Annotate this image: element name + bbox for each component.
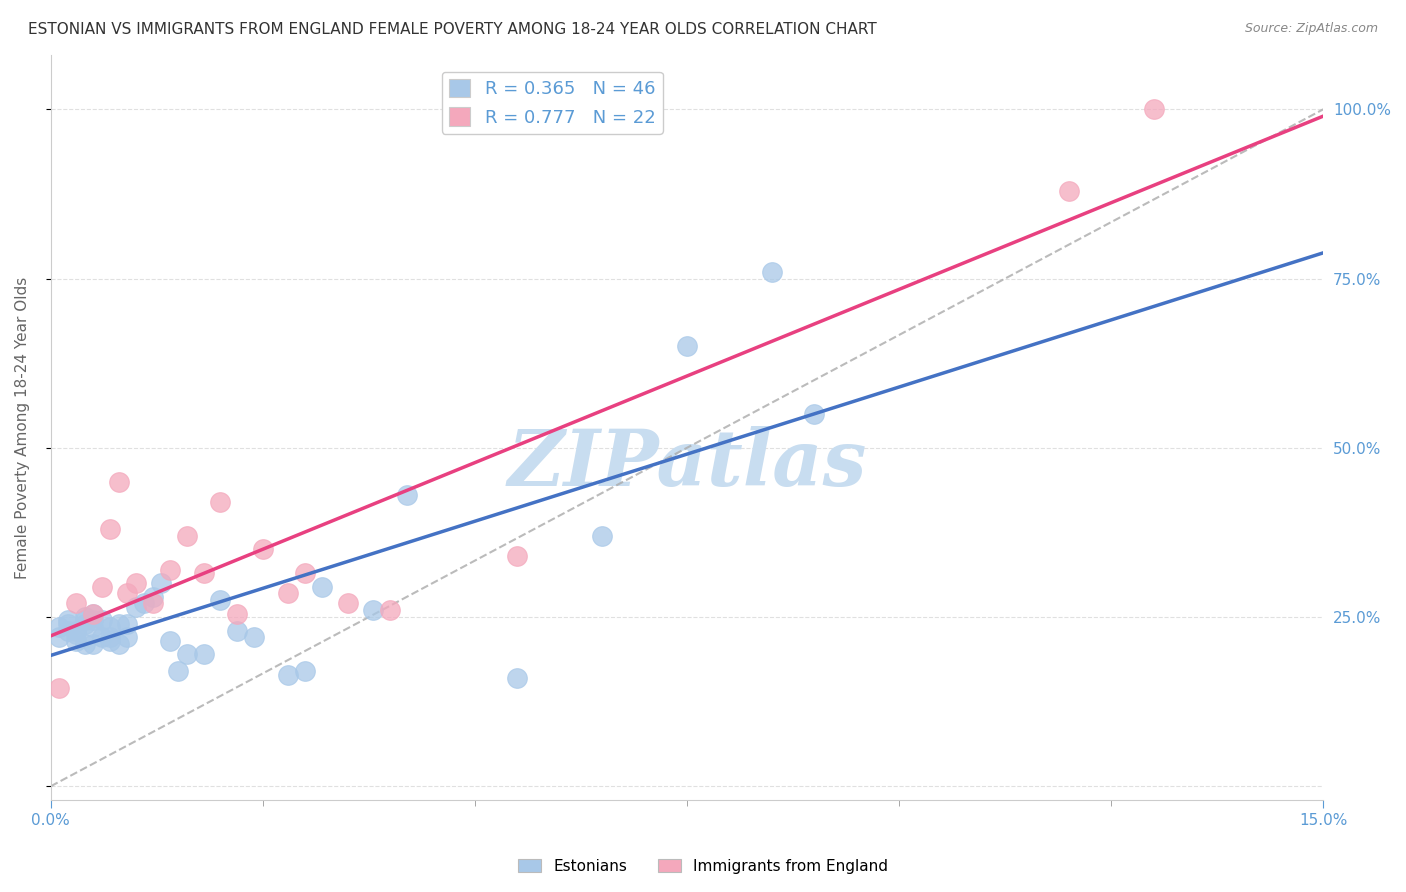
Point <box>209 593 232 607</box>
Point <box>98 620 121 634</box>
Point <box>82 620 104 634</box>
Point <box>361 603 384 617</box>
Point <box>56 613 79 627</box>
Point <box>378 603 401 617</box>
Point <box>124 599 146 614</box>
Point <box>176 529 198 543</box>
Point <box>277 667 299 681</box>
Point <box>252 542 274 557</box>
Point <box>311 580 333 594</box>
Point <box>803 407 825 421</box>
Point <box>107 475 129 489</box>
Point <box>56 624 79 638</box>
Point <box>115 616 138 631</box>
Point <box>98 633 121 648</box>
Point <box>98 630 121 644</box>
Point <box>82 607 104 621</box>
Point <box>107 616 129 631</box>
Point <box>73 613 96 627</box>
Point <box>159 633 181 648</box>
Text: ZIPatlas: ZIPatlas <box>508 426 866 503</box>
Point <box>591 529 613 543</box>
Point <box>82 613 104 627</box>
Point <box>167 664 190 678</box>
Point <box>761 265 783 279</box>
Point <box>65 633 87 648</box>
Point <box>82 607 104 621</box>
Point <box>193 647 215 661</box>
Point <box>73 610 96 624</box>
Point <box>48 630 70 644</box>
Point <box>193 566 215 580</box>
Point <box>150 576 173 591</box>
Point <box>676 339 699 353</box>
Point <box>294 664 316 678</box>
Point <box>115 586 138 600</box>
Point <box>90 613 112 627</box>
Point <box>506 671 529 685</box>
Point <box>65 627 87 641</box>
Text: ESTONIAN VS IMMIGRANTS FROM ENGLAND FEMALE POVERTY AMONG 18-24 YEAR OLDS CORRELA: ESTONIAN VS IMMIGRANTS FROM ENGLAND FEMA… <box>28 22 877 37</box>
Point <box>294 566 316 580</box>
Point <box>506 549 529 563</box>
Point <box>56 616 79 631</box>
Point <box>226 624 249 638</box>
Point <box>65 597 87 611</box>
Point <box>107 637 129 651</box>
Point <box>1057 184 1080 198</box>
Point <box>336 597 359 611</box>
Point <box>142 590 165 604</box>
Point <box>115 630 138 644</box>
Point <box>73 616 96 631</box>
Point <box>90 630 112 644</box>
Point <box>73 637 96 651</box>
Point <box>98 522 121 536</box>
Point <box>48 681 70 695</box>
Point <box>48 620 70 634</box>
Legend: R = 0.365   N = 46, R = 0.777   N = 22: R = 0.365 N = 46, R = 0.777 N = 22 <box>441 71 662 134</box>
Point <box>277 586 299 600</box>
Point <box>1142 103 1164 117</box>
Point <box>142 597 165 611</box>
Point <box>134 597 156 611</box>
Point <box>176 647 198 661</box>
Point <box>82 637 104 651</box>
Point <box>396 488 419 502</box>
Point <box>90 580 112 594</box>
Point <box>226 607 249 621</box>
Y-axis label: Female Poverty Among 18-24 Year Olds: Female Poverty Among 18-24 Year Olds <box>15 277 30 579</box>
Point <box>209 495 232 509</box>
Point <box>65 624 87 638</box>
Text: Source: ZipAtlas.com: Source: ZipAtlas.com <box>1244 22 1378 36</box>
Legend: Estonians, Immigrants from England: Estonians, Immigrants from England <box>512 853 894 880</box>
Point <box>124 576 146 591</box>
Point <box>243 630 266 644</box>
Point <box>159 563 181 577</box>
